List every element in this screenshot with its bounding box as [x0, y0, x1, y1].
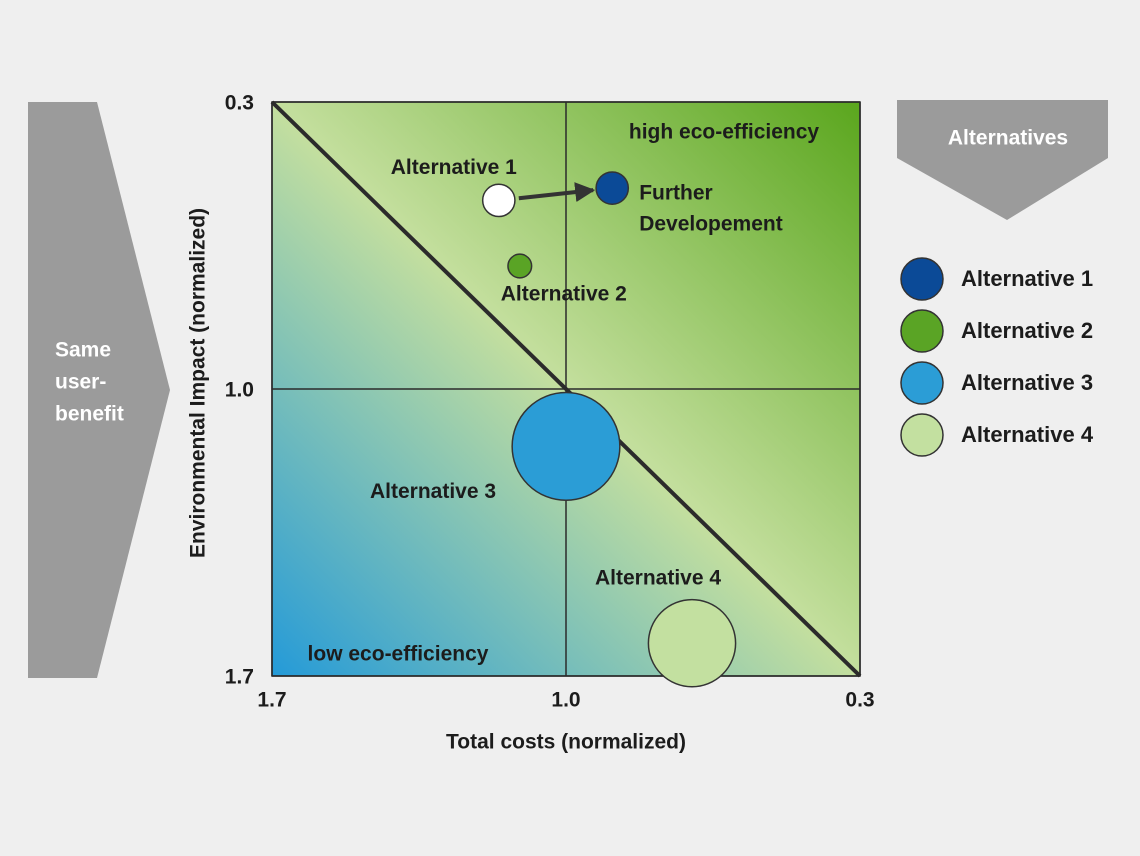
- legend-header-arrow: [897, 100, 1108, 220]
- legend-label: Alternative 1: [961, 266, 1093, 291]
- point-label: Developement: [639, 213, 783, 236]
- legend-title: Alternatives: [948, 127, 1068, 150]
- legend-swatch: [900, 257, 944, 301]
- benefit-arrow: [28, 102, 170, 678]
- benefit-label: user-: [55, 371, 106, 394]
- legend-swatch: [900, 413, 944, 457]
- y-tick-label: 1.7: [225, 666, 254, 689]
- diagonal: [270, 100, 862, 678]
- plot-border: [271, 101, 861, 677]
- x-tick-label: 0.3: [845, 689, 874, 712]
- x-axis-label: Total costs (normalized): [446, 731, 686, 754]
- legend-label: Alternative 4: [961, 422, 1094, 447]
- bubble: [481, 183, 516, 218]
- legend-swatch: [900, 361, 944, 405]
- point-label: Alternative 3: [370, 480, 496, 503]
- x-tick-label: 1.0: [551, 689, 580, 712]
- y-tick-label: 0.3: [225, 92, 254, 115]
- region-label: low eco-efficiency: [308, 643, 489, 666]
- x-tick-label: 1.7: [257, 689, 286, 712]
- arrow: [518, 182, 596, 203]
- point-label: Further: [639, 182, 713, 205]
- legend-swatch: [900, 309, 944, 353]
- point-label: Alternative 1: [391, 156, 517, 179]
- benefit-label: Same: [55, 339, 111, 362]
- point-label: Alternative 4: [595, 567, 721, 590]
- bubble: [511, 391, 621, 502]
- legend-label: Alternative 2: [961, 318, 1093, 343]
- y-tick-label: 1.0: [225, 379, 254, 402]
- region-label: high eco-efficiency: [629, 121, 820, 144]
- bubble: [595, 171, 630, 205]
- y-axis-label: Environmental Impact (normalized): [187, 208, 210, 558]
- point-label: Alternative 2: [501, 283, 627, 306]
- benefit-label: benefit: [55, 403, 124, 426]
- bubble: [507, 253, 533, 279]
- legend-label: Alternative 3: [961, 370, 1093, 395]
- bubble: [647, 598, 737, 688]
